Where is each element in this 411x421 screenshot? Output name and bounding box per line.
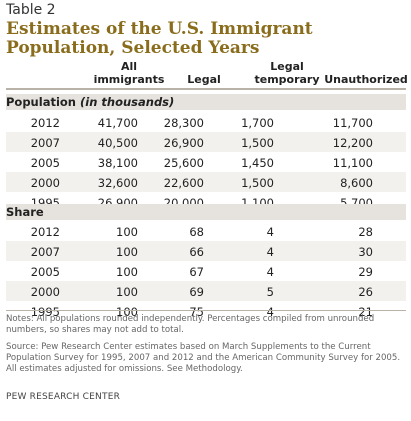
col-header-all-line1: All <box>120 60 138 73</box>
table-title: Estimates of the U.S. Immigrant Populati… <box>6 19 313 58</box>
col-header-unauthorized: Unauthorized <box>324 73 408 86</box>
table-cell-legal: 22,600 <box>163 176 204 190</box>
table-cell-all: 100 <box>116 305 138 319</box>
col-header-legal: Legal <box>187 73 221 86</box>
table-cell-temp: 1,500 <box>241 136 274 150</box>
table-cell-legal: 26,900 <box>163 136 204 150</box>
population-label: Population <box>6 95 76 109</box>
col-header-all-immigrants: All immigrants <box>92 60 166 86</box>
table-cell-unauth: 11,700 <box>332 116 373 130</box>
footer-rule <box>6 310 406 311</box>
col-header-all-line2: immigrants <box>93 73 165 86</box>
table-cell-temp: 1,700 <box>241 116 274 130</box>
section-label-population: Population (in thousands) <box>6 95 174 109</box>
table-cell-all: 32,600 <box>97 176 138 190</box>
table-cell-legal: 66 <box>189 245 204 259</box>
table-cell-unauth: 26 <box>358 285 373 299</box>
table-row: 2012 41,700 28,300 1,700 11,700 <box>6 112 406 132</box>
table-row: 2005 100 67 4 29 <box>6 261 406 281</box>
table-cell-all: 100 <box>116 285 138 299</box>
table-row: 2005 38,100 25,600 1,450 11,100 <box>6 152 406 172</box>
table-source: Source: Pew Research Center estimates ba… <box>6 342 401 374</box>
table-cell-unauth: 11,100 <box>332 156 373 170</box>
col-header-temp-line2: temporary <box>254 73 320 86</box>
table-cell-year: 2005 <box>30 156 60 170</box>
section-label-share: Share <box>6 205 44 219</box>
table-cell-legal: 68 <box>189 225 204 239</box>
header-rule <box>6 88 406 90</box>
table-cell-all: 100 <box>116 245 138 259</box>
table-cell-legal: 75 <box>189 305 204 319</box>
table-cell-temp: 4 <box>266 265 274 279</box>
table-cell-year: 2012 <box>30 225 60 239</box>
table-cell-legal: 25,600 <box>163 156 204 170</box>
table-cell-year: 2000 <box>30 176 60 190</box>
table-row: 2007 100 66 4 30 <box>6 241 406 261</box>
publisher-footer: PEW RESEARCH CENTER <box>6 392 121 402</box>
table-cell-temp: 4 <box>266 305 274 319</box>
table-cell-unauth: 8,600 <box>340 176 373 190</box>
table-cell-unauth: 29 <box>358 265 373 279</box>
table-cell-unauth: 28 <box>358 225 373 239</box>
table-row: 2012 100 68 4 28 <box>6 221 406 241</box>
table-cell-all: 38,100 <box>97 156 138 170</box>
table-cell-year: 2007 <box>30 245 60 259</box>
table-cell-all: 41,700 <box>97 116 138 130</box>
table-row: 1995 100 75 4 21 <box>6 301 406 321</box>
table-cell-unauth: 30 <box>358 245 373 259</box>
table-cell-year: 2000 <box>30 285 60 299</box>
table-cell-temp: 1,450 <box>241 156 274 170</box>
table-cell-legal: 67 <box>189 265 204 279</box>
table-cell-all: 100 <box>116 225 138 239</box>
table-cell-all: 40,500 <box>97 136 138 150</box>
table-cell-temp: 4 <box>266 245 274 259</box>
table-cell-temp: 1,500 <box>241 176 274 190</box>
table-cell-temp: 4 <box>266 225 274 239</box>
section-header-population: Population (in thousands) <box>6 94 406 110</box>
table-cell-legal: 28,300 <box>163 116 204 130</box>
table-cell-year: 1995 <box>30 305 60 319</box>
table-row: 2007 40,500 26,900 1,500 12,200 <box>6 132 406 152</box>
table-notes: Notes: All populations rounded independe… <box>6 314 375 335</box>
section-header-share: Share <box>6 204 406 220</box>
table-cell-year: 2007 <box>30 136 60 150</box>
table-cell-all: 100 <box>116 265 138 279</box>
population-unit: (in thousands) <box>80 95 175 109</box>
table-cell-legal: 69 <box>189 285 204 299</box>
col-header-temp-line1: Legal <box>270 60 304 73</box>
table-cell-unauth: 21 <box>358 305 373 319</box>
table-cell-year: 2005 <box>30 265 60 279</box>
col-header-legal-temporary: Legal temporary <box>252 60 322 86</box>
table-cell-year: 2012 <box>30 116 60 130</box>
table-row: 2000 32,600 22,600 1,500 8,600 <box>6 172 406 192</box>
table-cell-unauth: 12,200 <box>332 136 373 150</box>
table-cell-temp: 5 <box>266 285 274 299</box>
table-label: Table 2 <box>6 2 56 18</box>
table-row: 2000 100 69 5 26 <box>6 281 406 301</box>
